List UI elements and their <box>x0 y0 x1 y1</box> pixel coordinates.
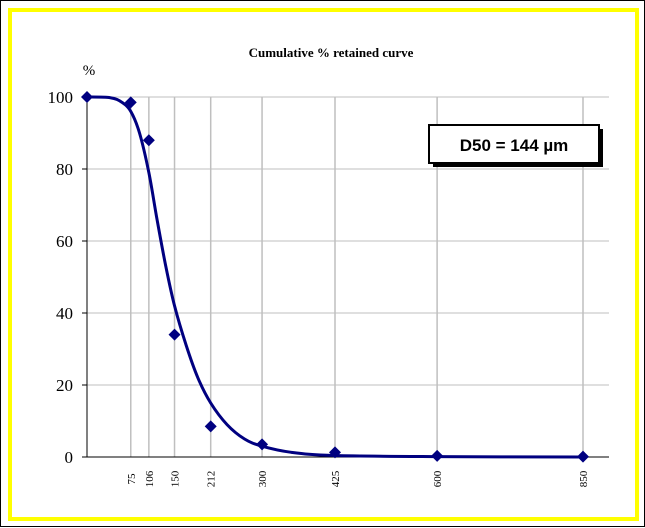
x-tick-label: 300 <box>257 470 269 487</box>
y-tick-label: 0 <box>65 448 74 467</box>
data-point <box>431 449 444 462</box>
y-tick-label: 20 <box>56 376 73 395</box>
data-point <box>142 134 155 147</box>
data-point <box>577 450 589 463</box>
data-point <box>124 96 137 109</box>
x-tick-label: 75 <box>126 473 138 485</box>
y-tick-labels: 0 20 40 60 80 100 <box>48 88 74 467</box>
y-axis-label: % <box>83 63 96 79</box>
chart-title: Cumulative % retained curve <box>249 45 414 60</box>
fit-curve <box>86 95 584 459</box>
y-tick-label: 60 <box>56 232 73 251</box>
data-point <box>204 420 217 433</box>
x-tick-label: 106 <box>144 470 156 487</box>
y-tick-label: 40 <box>56 304 73 323</box>
data-point <box>329 446 341 459</box>
data-point <box>168 328 181 341</box>
data-points <box>81 91 589 463</box>
chart-border <box>8 8 639 521</box>
data-point <box>256 438 269 451</box>
x-tick-labels: 75 106 150 212 300 425 600 850 <box>126 470 590 487</box>
d50-label: D50 = 144 µm <box>460 136 569 155</box>
x-tick-label: 212 <box>206 471 218 488</box>
x-tick-label: 150 <box>170 470 182 487</box>
y-tick-label: 100 <box>48 88 74 107</box>
data-point <box>81 91 93 103</box>
x-tick-label: 850 <box>578 470 590 487</box>
y-tick-label: 80 <box>56 160 73 179</box>
x-tick-label: 600 <box>432 470 444 487</box>
d50-annotation: D50 = 144 µm <box>428 124 603 167</box>
x-tick-label: 425 <box>330 470 342 487</box>
